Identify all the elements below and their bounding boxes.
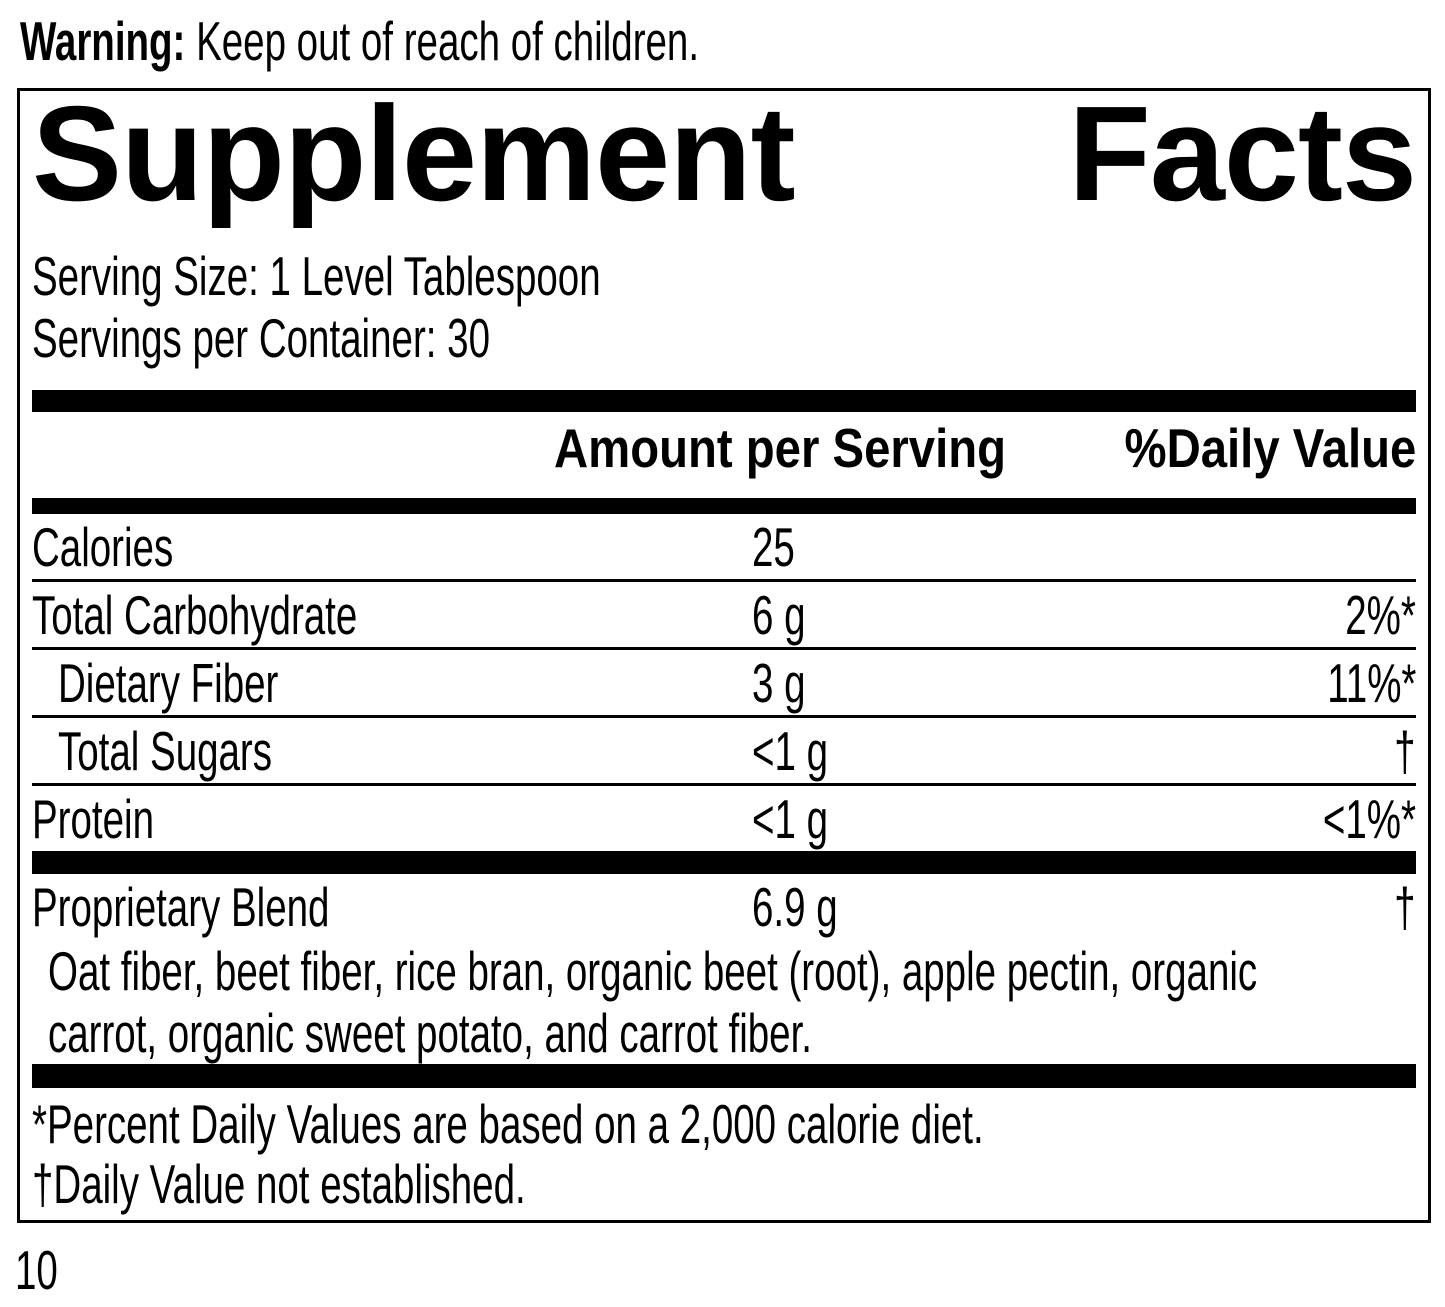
- separator-bar-footnotes: [32, 1064, 1416, 1088]
- blend-name: Proprietary Blend: [32, 876, 330, 938]
- column-header-daily-value: %Daily Value: [1124, 417, 1416, 479]
- blend-ingredients: Oat fiber, beet fiber, rice bran, organi…: [32, 940, 1416, 1064]
- nutrient-row-dietary-fiber: Dietary Fiber 3 g 11%*: [32, 650, 1416, 718]
- nutrient-name: Dietary Fiber: [58, 651, 279, 714]
- serving-size-line: Serving Size: 1 Level Tablespoon: [32, 245, 1416, 307]
- separator-bar-protein: [32, 851, 1416, 874]
- warning-label: Warning:: [20, 10, 186, 72]
- nutrient-row-total-sugars: Total Sugars <1 g †: [32, 718, 1416, 786]
- nutrient-name: Total Sugars: [58, 719, 273, 782]
- footnotes: *Percent Daily Values are based on a 2,0…: [32, 1094, 1416, 1220]
- nutrient-amount: 3 g: [752, 651, 806, 714]
- nutrient-name: Protein: [32, 787, 154, 850]
- nutrient-amount: 25: [752, 515, 795, 578]
- blend-ingredients-line-2: carrot, organic sweet potato, and carrot…: [48, 1002, 812, 1064]
- nutrient-dv: †: [1394, 719, 1416, 782]
- footnote-percent-daily-value: *Percent Daily Values are based on a 2,0…: [32, 1093, 984, 1155]
- column-header-row: Amount per Serving %Daily Value: [32, 412, 1416, 498]
- warning-text: Keep out of reach of children.: [196, 10, 700, 72]
- panel-title-word-facts: Facts: [1068, 78, 1417, 229]
- nutrient-dv: 11%*: [1326, 651, 1416, 714]
- supplement-facts-panel: Supplement Facts Serving Size: 1 Level T…: [17, 78, 1431, 1223]
- nutrient-dv: <1%*: [1322, 787, 1416, 850]
- proprietary-blend-row: Proprietary Blend 6.9 g †: [32, 874, 1416, 940]
- nutrient-name: Calories: [32, 515, 174, 578]
- footnote-daily-value-not-established: †Daily Value not established.: [32, 1153, 526, 1215]
- panel-title: Supplement Facts: [32, 78, 1417, 229]
- nutrient-amount: 6 g: [752, 583, 806, 646]
- column-header-amount: Amount per Serving: [554, 417, 1007, 479]
- nutrient-row-total-carbohydrate: Total Carbohydrate 6 g 2%*: [32, 582, 1416, 650]
- warning-line: Warning: Keep out of reach of children.: [20, 10, 1445, 72]
- separator-bar-header: [32, 498, 1416, 514]
- separator-bar-top: [32, 390, 1416, 412]
- blend-amount: 6.9 g: [752, 876, 838, 938]
- nutrient-name: Total Carbohydrate: [32, 583, 358, 646]
- nutrient-amount: <1 g: [752, 787, 829, 850]
- servings-per-container-line: Servings per Container: 30: [32, 307, 1416, 369]
- serving-size: Serving Size: 1 Level Tablespoon: [32, 245, 601, 307]
- servings-per-container: Servings per Container: 30: [32, 307, 490, 369]
- nutrient-row-protein: Protein <1 g <1%*: [32, 786, 1416, 851]
- nutrient-amount: <1 g: [752, 719, 829, 782]
- nutrient-dv: 2%*: [1345, 583, 1416, 646]
- panel-title-word-supplement: Supplement: [32, 78, 796, 229]
- page-number: 10: [15, 1239, 58, 1301]
- blend-ingredients-line-1: Oat fiber, beet fiber, rice bran, organi…: [48, 940, 1258, 1002]
- blend-dv: †: [1394, 876, 1416, 938]
- nutrient-row-calories: Calories 25: [32, 514, 1416, 582]
